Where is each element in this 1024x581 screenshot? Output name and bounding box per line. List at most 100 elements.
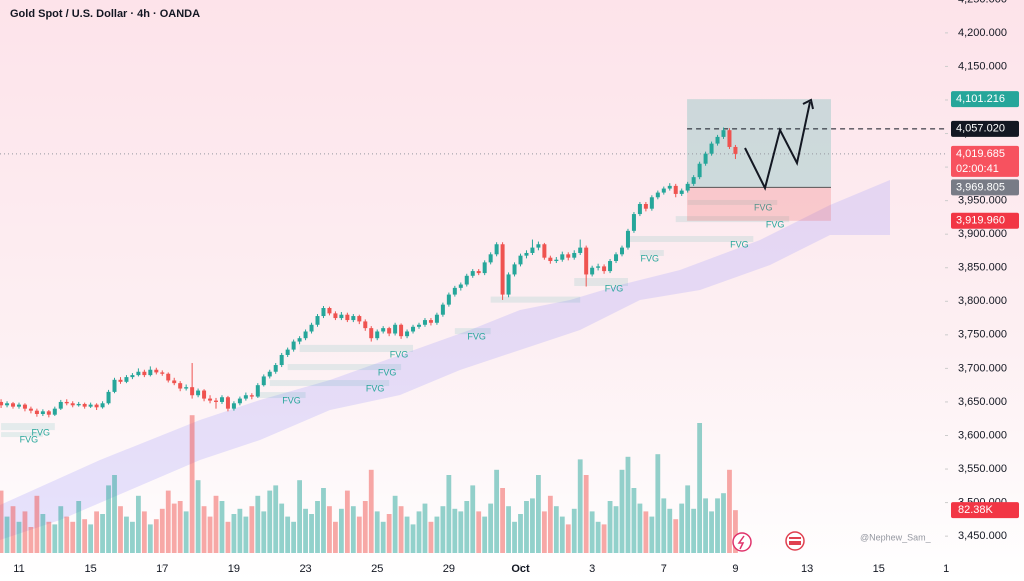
volume-bar bbox=[625, 456, 631, 553]
candle-body bbox=[667, 185, 672, 189]
candle-body bbox=[399, 324, 404, 337]
volume-bar bbox=[452, 508, 458, 553]
fvg-label: FVG bbox=[766, 219, 785, 229]
icon-lightning[interactable] bbox=[732, 532, 752, 552]
price-badge bbox=[951, 212, 1019, 229]
x-tick-label: 19 bbox=[228, 563, 240, 575]
volume-bar bbox=[112, 475, 117, 553]
candle-body bbox=[357, 316, 362, 322]
volume-bar bbox=[530, 498, 535, 553]
volume-bar bbox=[482, 516, 488, 553]
candle-body bbox=[34, 410, 39, 415]
volume-bar bbox=[34, 495, 40, 553]
volume-bar bbox=[303, 508, 308, 553]
volume-bar bbox=[267, 490, 273, 553]
x-tick-label: 1 bbox=[943, 563, 949, 575]
candle-body bbox=[721, 130, 726, 137]
fvg-label: FVG bbox=[378, 367, 397, 377]
y-tick-label: 3,950.000 bbox=[958, 195, 1007, 207]
volume-bar bbox=[733, 510, 738, 553]
candle-body bbox=[46, 411, 51, 415]
x-tick-label: 3 bbox=[589, 563, 595, 575]
candle-body bbox=[548, 257, 553, 262]
price-badge-label: 4,019.685 bbox=[956, 148, 1005, 160]
price-badge bbox=[951, 91, 1019, 108]
price-badge-label: 4,057.020 bbox=[956, 123, 1005, 135]
candle-body bbox=[28, 408, 33, 411]
volume-bar bbox=[727, 469, 732, 553]
volume-bar bbox=[518, 514, 523, 553]
candle-body bbox=[333, 313, 338, 319]
candle-body bbox=[363, 321, 368, 329]
volume-bar bbox=[40, 514, 46, 553]
candle-body bbox=[584, 247, 589, 275]
volume-bar bbox=[547, 495, 553, 553]
candle-body bbox=[631, 214, 636, 231]
volume-bar bbox=[559, 516, 565, 553]
candle-body bbox=[590, 267, 595, 275]
candle-body bbox=[494, 244, 499, 255]
y-tick-label: 4,250.000 bbox=[958, 0, 1007, 5]
y-tick-label: 3,750.000 bbox=[958, 329, 1007, 341]
volume-bar bbox=[721, 493, 726, 553]
candle-body bbox=[22, 404, 27, 409]
candle-body bbox=[214, 400, 219, 402]
candle-body bbox=[637, 203, 642, 215]
price-badge-label: 02:00:41 bbox=[956, 163, 999, 175]
fvg-zone bbox=[675, 216, 790, 223]
price-badge bbox=[951, 120, 1019, 137]
y-tick-label: 3,900.000 bbox=[958, 228, 1007, 240]
candle-body bbox=[291, 341, 296, 350]
candle-body bbox=[524, 252, 529, 256]
x-tick-label: 29 bbox=[443, 563, 455, 575]
volume-bar bbox=[219, 501, 225, 553]
candle-body bbox=[434, 314, 439, 323]
volume-bar bbox=[541, 511, 547, 553]
volume-bar bbox=[631, 488, 637, 553]
candle-body bbox=[643, 203, 648, 209]
volume-bar bbox=[321, 488, 326, 553]
volume-bar bbox=[422, 503, 428, 553]
x-tick-label: 15 bbox=[873, 563, 885, 575]
volume-bar bbox=[577, 459, 583, 553]
fvg-zone bbox=[287, 364, 402, 371]
volume-bar bbox=[291, 521, 297, 553]
volume-bar bbox=[607, 501, 613, 553]
volume-bar bbox=[279, 503, 285, 553]
volume-bar bbox=[500, 488, 505, 553]
chart-title: Gold Spot / U.S. Dollar · 4h · OANDA bbox=[10, 8, 200, 20]
volume-bar bbox=[338, 508, 344, 553]
candle-body bbox=[488, 254, 493, 263]
volume-bar bbox=[709, 511, 714, 553]
candle-body bbox=[393, 324, 398, 334]
volume-bar bbox=[261, 511, 267, 553]
candle-body bbox=[303, 331, 308, 339]
volume-bar bbox=[685, 485, 691, 553]
volume-bar bbox=[309, 514, 314, 553]
candle-body bbox=[452, 287, 457, 295]
candle-body bbox=[267, 371, 272, 377]
candle-body bbox=[709, 143, 714, 154]
fvg-label: FVG bbox=[390, 349, 409, 359]
candle-body bbox=[273, 365, 278, 372]
x-tick-label: Oct bbox=[511, 563, 530, 575]
volume-bar bbox=[171, 503, 177, 553]
icon-flag[interactable] bbox=[785, 531, 805, 551]
volume-badge bbox=[951, 502, 1019, 519]
volume-bar bbox=[434, 516, 440, 553]
candle-body bbox=[661, 188, 666, 193]
fvg-zone bbox=[1, 432, 43, 438]
fvg-label: FVG bbox=[641, 253, 660, 263]
y-tick-label: 3,450.000 bbox=[958, 530, 1007, 542]
fvg-label: FVG bbox=[754, 202, 773, 212]
volume-bar bbox=[225, 521, 231, 553]
watermark: @Nephew_Sam_ bbox=[860, 532, 932, 542]
candle-body bbox=[703, 153, 708, 164]
volume-bar bbox=[327, 506, 332, 553]
volume-bar bbox=[398, 506, 404, 553]
volume-bar bbox=[147, 524, 153, 553]
volume-bar bbox=[404, 516, 410, 553]
volume-bar bbox=[428, 521, 434, 553]
